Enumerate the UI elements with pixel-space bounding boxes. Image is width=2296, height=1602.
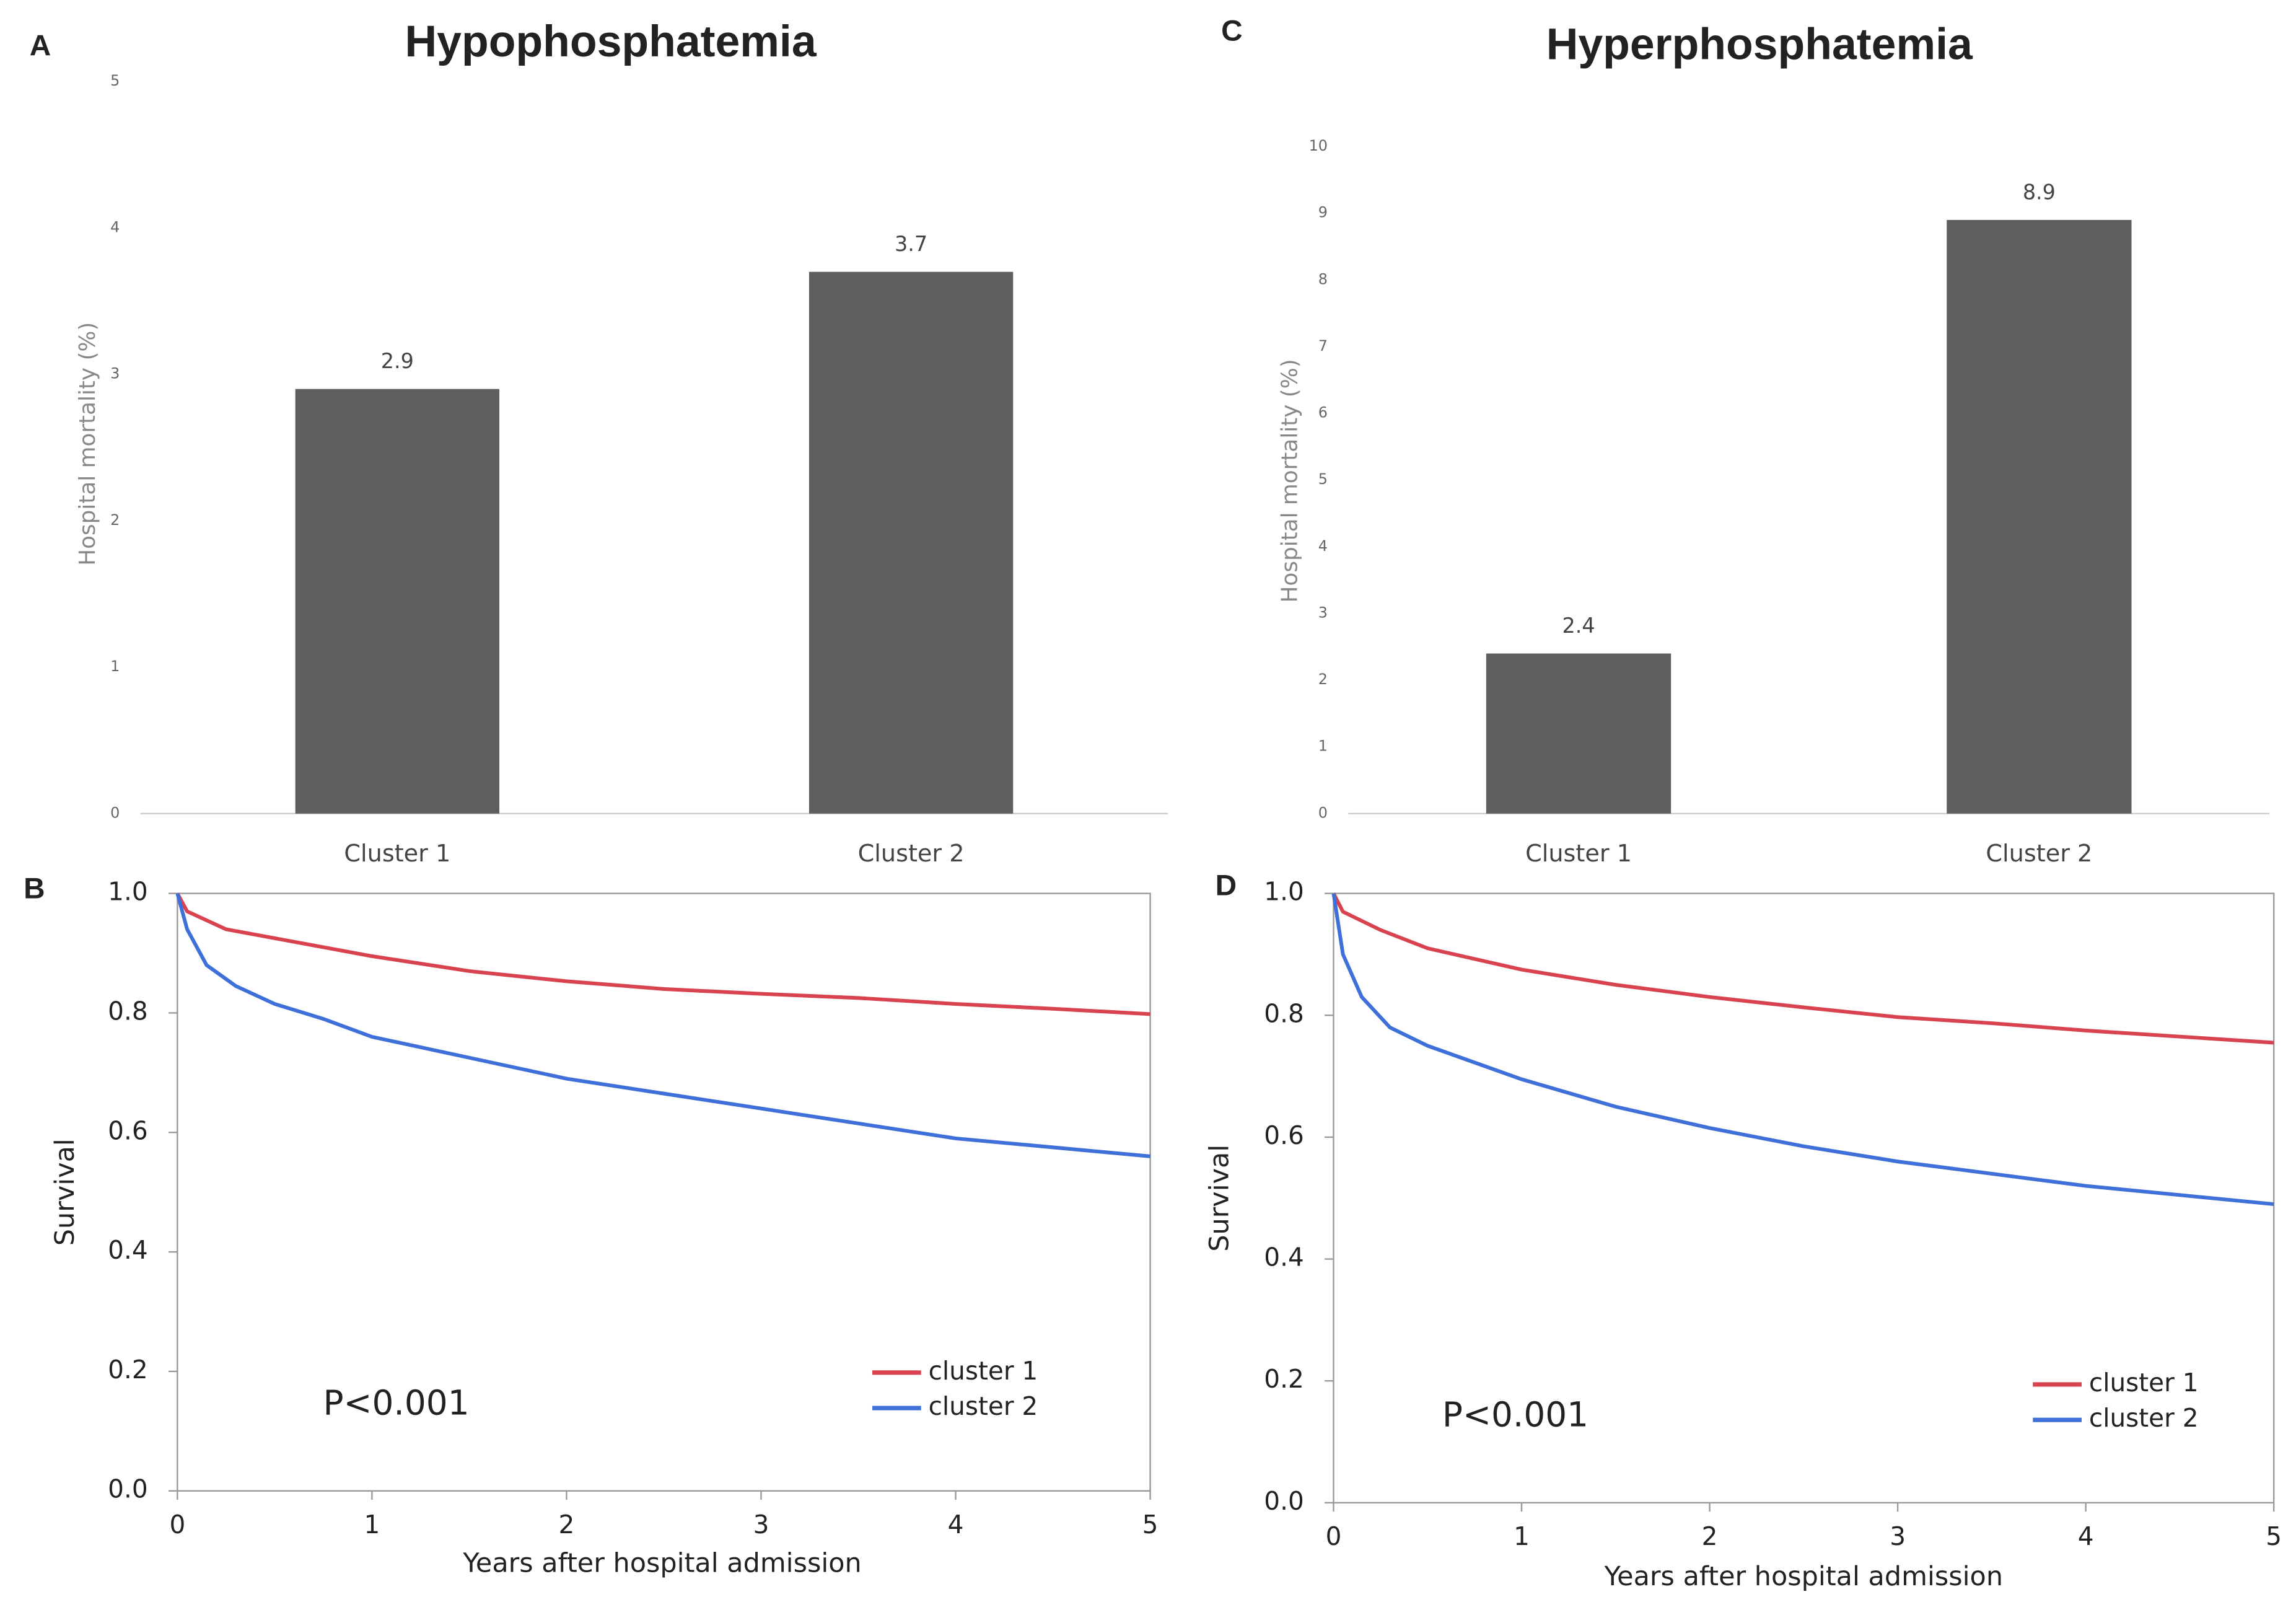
x-tick-label: Cluster 1 — [1525, 840, 1632, 868]
y-tick-label: 1 — [110, 658, 120, 675]
plot-frame — [177, 892, 1151, 1492]
y-tick-label: 2 — [1318, 671, 1328, 688]
y-tick-label: 0 — [1318, 804, 1328, 821]
bar — [1947, 219, 2132, 814]
y-tick-label: 0.0 — [108, 1474, 147, 1504]
y-tick-label: 3 — [1318, 604, 1328, 621]
chart-title: Hypophosphatemia — [405, 17, 817, 66]
x-axis-label: Years after hospital admission — [462, 1548, 861, 1579]
annotation: P<0.001 — [323, 1383, 469, 1422]
y-tick-label: 1.0 — [108, 877, 147, 907]
y-tick-label: 8 — [1318, 270, 1328, 288]
y-tick-label: 0.8 — [1264, 998, 1304, 1028]
y-tick-label: 0.2 — [1264, 1364, 1304, 1394]
y-tick-label: 0.2 — [108, 1355, 147, 1384]
y-tick-label: 7 — [1318, 337, 1328, 354]
panel-label: A — [30, 29, 51, 62]
x-tick-label: Cluster 2 — [858, 840, 965, 868]
survival-curve — [1331, 892, 2274, 1045]
survival-curve — [175, 892, 1150, 1016]
y-axis-label: Hospital mortality (%) — [75, 322, 100, 566]
x-tick-label: 1 — [364, 1510, 380, 1539]
y-tick-label: 4 — [110, 218, 120, 235]
survival-curve — [175, 892, 1150, 1158]
legend-label: cluster 2 — [2089, 1403, 2199, 1433]
bar — [1486, 653, 1672, 814]
value-label: 3.7 — [895, 232, 927, 256]
x-tick-label: 5 — [2266, 1521, 2282, 1551]
legend-label: cluster 1 — [2089, 1368, 2199, 1397]
x-tick-label: 2 — [559, 1510, 575, 1539]
x-tick-label: 3 — [753, 1510, 769, 1539]
x-tick-label: 0 — [169, 1510, 185, 1539]
x-tick-label: 3 — [1890, 1521, 1906, 1551]
value-label: 8.9 — [2023, 180, 2056, 204]
plot-frame — [1333, 892, 2275, 1504]
y-axis-label: Hospital mortality (%) — [1277, 359, 1302, 602]
x-tick-label: 0 — [1326, 1521, 1342, 1551]
annotation: P<0.001 — [1442, 1395, 1588, 1435]
panel-label: D — [1216, 869, 1237, 902]
y-tick-label: 0.6 — [108, 1116, 147, 1145]
x-axis-label: Years after hospital admission — [1604, 1561, 2003, 1592]
value-label: 2.4 — [1562, 614, 1595, 638]
survival-curve — [1331, 893, 2274, 1207]
x-tick-label: 4 — [2078, 1521, 2094, 1551]
y-tick-label: 0.0 — [1264, 1486, 1304, 1516]
y-axis-label: Survival — [1204, 1145, 1235, 1252]
legend-label: cluster 1 — [929, 1356, 1038, 1386]
y-tick-label: 3 — [110, 365, 120, 382]
legend-label: cluster 2 — [929, 1391, 1038, 1421]
y-tick-label: 10 — [1309, 137, 1328, 154]
panel-label: B — [24, 872, 45, 905]
x-tick-label: 4 — [948, 1510, 964, 1539]
value-label: 2.9 — [381, 349, 414, 373]
y-tick-label: 4 — [1318, 537, 1328, 555]
y-tick-label: 1 — [1318, 737, 1328, 755]
y-tick-label: 6 — [1318, 404, 1328, 421]
x-tick-label: 2 — [1702, 1521, 1718, 1551]
y-axis-label: Survival — [50, 1138, 81, 1246]
x-tick-label: 1 — [1514, 1521, 1530, 1551]
bar — [808, 271, 1014, 814]
y-tick-label: 5 — [110, 72, 120, 89]
panel-label: C — [1221, 14, 1242, 47]
y-tick-label: 1.0 — [1264, 877, 1304, 907]
y-tick-label: 2 — [110, 511, 120, 529]
y-tick-label: 5 — [1318, 470, 1328, 488]
y-tick-label: 0.6 — [1264, 1120, 1304, 1150]
y-tick-label: 0.8 — [108, 996, 147, 1026]
y-tick-label: 0 — [110, 804, 120, 821]
y-tick-label: 0.4 — [1264, 1243, 1304, 1272]
bar — [295, 389, 499, 814]
y-tick-label: 0.4 — [108, 1235, 147, 1265]
x-tick-label: 5 — [1142, 1510, 1159, 1539]
chart-title: Hyperphosphatemia — [1546, 20, 1973, 69]
x-tick-label: Cluster 1 — [344, 840, 450, 868]
y-tick-label: 9 — [1318, 204, 1328, 221]
x-tick-label: Cluster 2 — [1986, 840, 2092, 868]
